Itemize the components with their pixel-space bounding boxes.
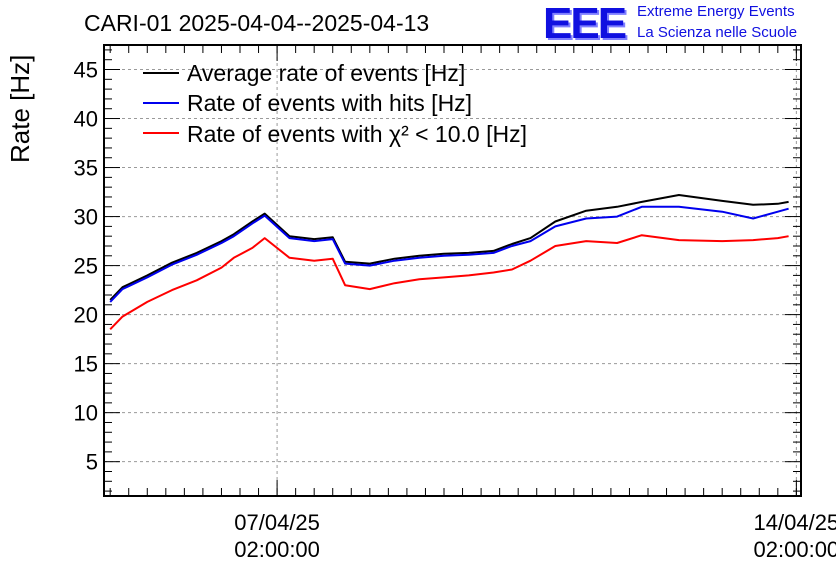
y-tick-label: 10 xyxy=(74,401,98,426)
series-layer xyxy=(109,194,789,330)
average-rate-line xyxy=(109,194,789,301)
y-tick-label: 45 xyxy=(74,58,98,83)
x-tick-time: 02:00:00 xyxy=(754,537,836,562)
plot-frame xyxy=(103,44,802,497)
x-tick-date: 14/04/25 xyxy=(754,510,836,535)
x-tick-time: 02:00:00 xyxy=(234,537,320,562)
axes-layer: 5101520253035404507/04/2502:00:0014/04/2… xyxy=(74,45,836,562)
y-tick-label: 15 xyxy=(74,352,98,377)
y-tick-label: 25 xyxy=(74,254,98,279)
chi2-rate-line xyxy=(109,234,789,330)
legend: Average rate of events [Hz] Rate of even… xyxy=(143,60,527,147)
y-tick-label: 5 xyxy=(86,450,98,475)
legend-label-hits: Rate of events with hits [Hz] xyxy=(187,90,472,116)
logo-subtitle-line1: Extreme Energy Events xyxy=(637,3,795,20)
x-tick-date: 07/04/25 xyxy=(234,510,320,535)
y-tick-label: 20 xyxy=(74,303,98,328)
legend-label-average: Average rate of events [Hz] xyxy=(187,60,465,86)
legend-label-chi2: Rate of events with χ² < 10.0 [Hz] xyxy=(187,121,527,147)
grid-lines xyxy=(104,45,801,496)
y-tick-label: 40 xyxy=(74,107,98,132)
y-tick-label: 30 xyxy=(74,205,98,230)
hits-rate-line xyxy=(109,205,789,303)
y-tick-label: 35 xyxy=(74,156,98,181)
logo-subtitle-line2: La Scienza nelle Scuole xyxy=(637,24,798,41)
chart-title: CARI-01 2025-04-04--2025-04-13 xyxy=(84,10,430,36)
eee-logo: EEE xyxy=(543,0,627,48)
